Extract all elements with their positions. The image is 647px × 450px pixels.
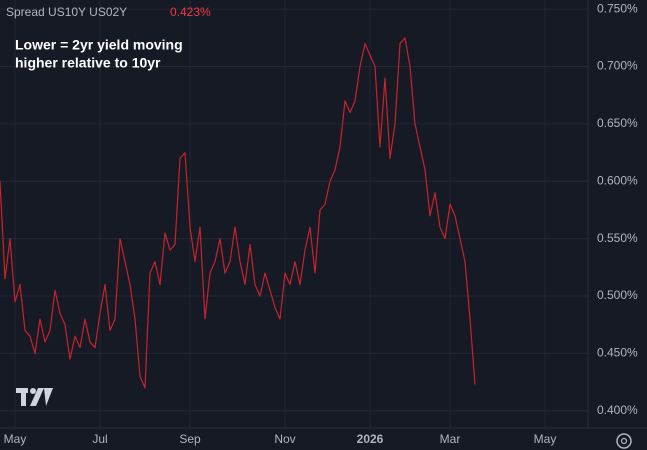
y-tick-label: 0.600% (597, 173, 638, 187)
x-tick-label: 2026 (357, 432, 384, 446)
annotation: Lower = 2yr yield moving (15, 37, 183, 53)
settings-icon[interactable] (616, 433, 632, 449)
y-tick-label: 0.700% (597, 59, 638, 73)
y-tick-label: 0.450% (597, 346, 638, 360)
y-tick-label: 0.750% (597, 1, 638, 15)
legend-value: 0.423% (170, 5, 211, 19)
grid (0, 0, 588, 428)
y-tick-label: 0.500% (597, 288, 638, 302)
line (0, 37, 476, 389)
y-tick-label: 0.550% (597, 231, 638, 245)
x-tick-label: Sep (179, 432, 201, 446)
plot (0, 37, 476, 389)
chart-title: Spread US10Y US02Y (6, 5, 127, 19)
annotation: higher relative to 10yr (15, 55, 161, 71)
x-tick-label: Nov (274, 432, 295, 446)
y-tick-label: 0.400% (597, 403, 638, 417)
x-tick-label: Mar (440, 432, 461, 446)
logo (16, 388, 53, 406)
x-tick-label: May (534, 432, 557, 446)
x-tick-label: Jul (92, 432, 107, 446)
x-tick-label: May (4, 432, 27, 446)
y-tick-label: 0.650% (597, 116, 638, 130)
